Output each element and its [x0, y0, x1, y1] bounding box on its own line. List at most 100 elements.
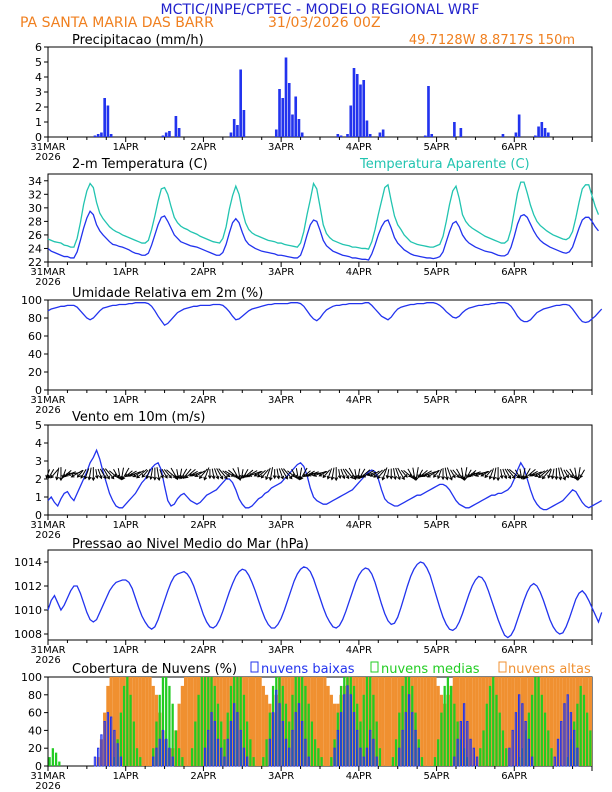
wind-arrow — [313, 470, 327, 477]
humidity-title: Umidade Relativa em 2m (%) — [72, 286, 263, 301]
cloud-mid-bar — [220, 721, 223, 766]
cloud-high-bar — [316, 677, 320, 766]
cloud-mid-bar — [343, 677, 346, 766]
cloud-mid-bar — [271, 685, 275, 766]
wind-arrow-head — [421, 473, 426, 477]
cloud-mid-bar — [417, 739, 420, 766]
wind-arrow-head — [531, 472, 536, 477]
cloud-mid-bar — [229, 685, 233, 766]
precip-bar — [336, 134, 340, 137]
cloud-mid-bar — [346, 677, 349, 766]
cloud-mid-bar — [281, 685, 284, 766]
wind-arrow-head — [76, 474, 81, 478]
cloud-low-bar — [100, 734, 103, 767]
wind-arrow-head — [484, 474, 489, 479]
cloud-mid-bar — [223, 739, 226, 766]
wind-arrow — [180, 468, 188, 479]
wind-arrow-head — [180, 475, 185, 480]
cloud-high-bar — [384, 677, 388, 766]
wind-arrow — [403, 470, 412, 478]
cloud-mid-bar — [233, 677, 236, 766]
legend-mid-clouds: nuvens medias — [381, 662, 480, 677]
precip-bar — [543, 128, 547, 137]
cloud-low-bar — [278, 703, 281, 767]
wind-arrow — [192, 471, 202, 476]
x-tick-label: 31MAR — [30, 520, 65, 531]
wind-arrow-head — [412, 476, 417, 481]
cloud-high-bar — [329, 694, 333, 766]
wind-arrow-head — [471, 472, 476, 477]
wind-arrow — [56, 467, 60, 480]
precip-bar — [365, 120, 369, 137]
wind-arrow — [146, 468, 151, 479]
cloud-low-bar — [288, 747, 291, 767]
cloud-high-bar — [420, 677, 424, 766]
wind-arrow — [291, 469, 298, 479]
wind-arrow-head — [480, 472, 485, 477]
cloud-high-bar — [109, 677, 113, 766]
precip-bar — [291, 114, 294, 137]
wind-arrow-head — [341, 475, 346, 480]
wind-arrow — [437, 468, 442, 479]
y-tick-label: 80 — [28, 689, 42, 702]
cloud-mid-bar — [252, 757, 255, 766]
cloud-low-bar — [527, 738, 531, 767]
cloud-high-bar — [569, 677, 573, 766]
cloud-high-bar — [184, 677, 188, 766]
y-tick-label: 4 — [35, 437, 42, 450]
wind-arrow-head — [393, 476, 397, 480]
x-tick-year: 2026 — [35, 277, 60, 288]
cloud-mid-bar — [550, 748, 553, 766]
wind-arrow — [535, 470, 546, 477]
cloud-mid-bar — [443, 685, 446, 766]
wind-arrow — [331, 467, 335, 480]
wind-arrow-head — [503, 475, 508, 480]
wind-arrow — [427, 469, 440, 478]
x-tick-label: 2APR — [190, 645, 216, 656]
cloud-legend: nuvens baixas nuvens medias nuvens altas — [250, 661, 591, 677]
wind-arrow — [218, 468, 228, 479]
precip-bar — [236, 125, 239, 137]
precip-bar — [109, 134, 113, 137]
wind-arrow — [130, 471, 141, 476]
cloud-mid-bar — [375, 721, 378, 766]
wind-arrow-head — [569, 474, 574, 479]
wind-arrow-head — [115, 474, 120, 479]
wind-arrow-head — [389, 475, 394, 480]
pressure-title: Pressao ao Nivel Medio do Mar (hPa) — [72, 537, 309, 552]
cloud-low-bar — [401, 729, 404, 767]
precip-bar — [168, 131, 171, 137]
location-label: PA SANTA MARIA DAS BARR — [20, 15, 214, 31]
cloud-low-bar — [213, 721, 216, 767]
legend-swatch-high — [498, 661, 507, 673]
precip-bar — [239, 69, 242, 137]
cloud-low-bar — [521, 703, 524, 767]
cloud-mid-bar — [304, 685, 307, 766]
cloud-mid-bar — [113, 757, 116, 766]
cloud-mid-bar — [336, 712, 339, 766]
cloud-mid-bar — [330, 757, 333, 766]
wind-arrow — [407, 468, 414, 479]
cloud-mid-bar — [369, 677, 372, 766]
wind-arrow — [538, 469, 549, 478]
x-tick-label: 4APR — [346, 645, 372, 656]
cloud-low-bar — [569, 712, 573, 767]
cloud-mid-bar — [200, 677, 203, 766]
wind-arrow-head — [226, 473, 231, 478]
cloud-low-bar — [171, 756, 174, 767]
wind-arrow-head — [91, 477, 96, 482]
wind-arrow-head — [511, 475, 516, 479]
wind-arrow-head — [149, 476, 154, 480]
cloud-mid-bar — [501, 730, 505, 766]
wind-arrow-head — [558, 476, 563, 481]
wind-arrow-head — [467, 473, 472, 478]
wind-arrow-head — [401, 476, 405, 481]
cloud-mid-bar — [356, 703, 359, 766]
cloud-high-bar — [187, 677, 191, 766]
precip-bar — [300, 132, 304, 137]
cloud-low-bar — [375, 756, 378, 767]
wind-arrow-head — [492, 476, 497, 481]
